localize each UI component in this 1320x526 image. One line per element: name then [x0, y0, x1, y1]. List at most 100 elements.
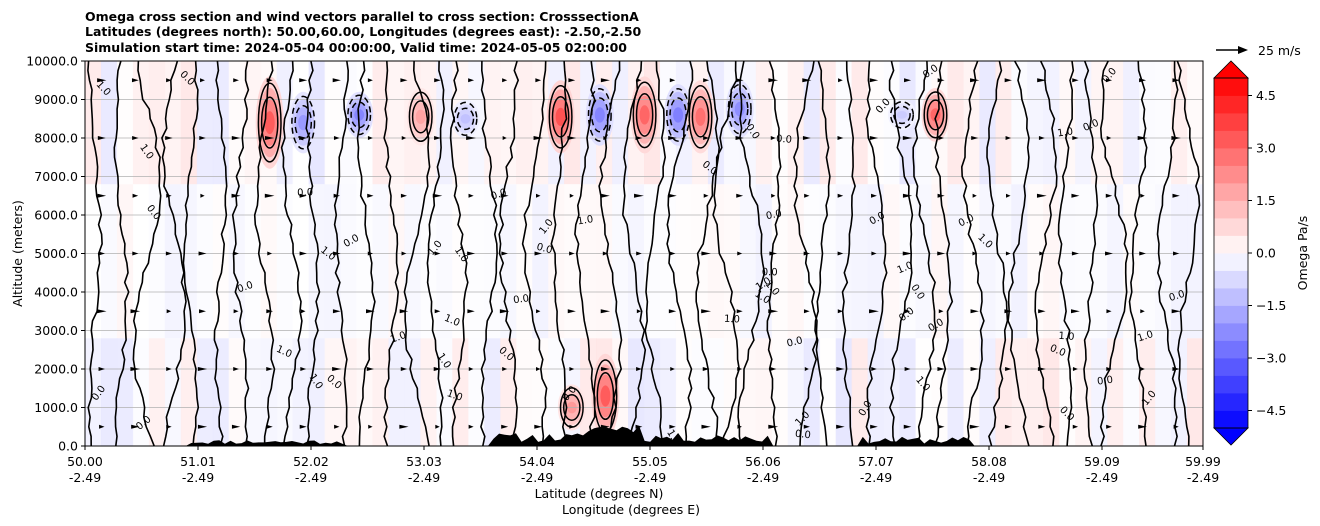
contour-label: 1.0 — [1058, 331, 1075, 343]
omega-band — [244, 61, 262, 185]
wind-vector — [432, 193, 443, 198]
wind-vector — [803, 424, 810, 429]
omega-band — [580, 184, 597, 339]
wind-vector — [770, 367, 777, 371]
contour-line-positive — [257, 82, 282, 163]
colorbar-tick-0: 4.5 — [1248, 88, 1276, 103]
contour-label: 1.0 — [577, 214, 594, 227]
y-tick-label: 4000.0 — [34, 285, 78, 300]
omega-band — [500, 61, 517, 185]
wind-vector — [1173, 424, 1179, 429]
y-tick-label: 1000.0 — [34, 400, 78, 415]
wind-vector — [299, 136, 308, 140]
wind-vector — [902, 251, 913, 256]
wind-vector — [501, 251, 508, 256]
omega-band — [755, 61, 773, 185]
omega-band — [228, 338, 246, 446]
contour-line-zero — [550, 61, 568, 446]
omega-band — [1075, 338, 1092, 446]
colorbar-tick-5: −3.0 — [1248, 351, 1286, 366]
wind-vector — [299, 251, 307, 256]
y-tick-2: 2000.0 — [34, 362, 85, 377]
omega-band — [468, 184, 485, 339]
omega-band — [260, 338, 278, 446]
omega-band — [660, 184, 677, 339]
omega-band — [867, 184, 885, 339]
wind-vector — [333, 136, 340, 140]
wind-vector — [468, 367, 474, 371]
wind-vector — [332, 78, 341, 83]
omega-band — [148, 184, 166, 339]
omega-feature — [555, 107, 566, 126]
contour-label: 1.0 — [389, 330, 408, 346]
colorbar-tick-label: 1.5 — [1256, 193, 1276, 208]
wind-vector — [636, 251, 642, 256]
omega-band — [484, 338, 501, 446]
wind-vector — [904, 78, 912, 83]
wind-vector — [434, 309, 441, 314]
wind-vector — [166, 78, 172, 83]
omega-band — [1043, 184, 1060, 339]
omega-band — [739, 338, 757, 446]
contour-label: 0.0 — [794, 429, 811, 442]
omega-band — [1139, 184, 1156, 339]
wind-vector — [703, 136, 710, 140]
omega-band — [196, 184, 214, 339]
wind-vector — [536, 309, 541, 314]
omega-band — [979, 61, 996, 185]
omega-band — [771, 61, 789, 185]
wind-vector — [434, 78, 441, 83]
wind-vector — [1037, 367, 1046, 371]
wind-vector — [502, 367, 508, 371]
y-axis-label: Altitude (meters) — [10, 200, 25, 307]
wind-vector — [98, 367, 106, 371]
contour-line-zero — [426, 61, 445, 446]
omega-band — [723, 184, 741, 339]
wind-vector — [701, 424, 711, 429]
omega-band — [308, 338, 326, 446]
contour-line-zero — [1176, 61, 1201, 446]
wind-vector — [871, 367, 877, 371]
omega-band — [1123, 338, 1140, 446]
colorbar-segment — [1214, 183, 1248, 201]
omega-band — [116, 61, 134, 185]
wind-vector — [804, 367, 809, 371]
y-tick-8: 8000.0 — [34, 131, 85, 146]
wind-vector — [601, 193, 610, 198]
omega-band — [835, 184, 853, 339]
omega-band — [851, 338, 869, 446]
wind-vector — [166, 193, 172, 198]
wind-vector — [669, 251, 676, 256]
contour-line-negative — [347, 94, 372, 136]
wind-vector — [300, 309, 306, 314]
wind-vector — [1173, 251, 1180, 256]
wind-vector — [1140, 367, 1145, 371]
contour-line-zero — [480, 61, 498, 446]
wind-vector — [267, 251, 273, 256]
contour-line-positive — [562, 394, 581, 421]
contour-line-negative — [456, 107, 475, 131]
wind-vectors — [97, 78, 1181, 429]
omega-band — [931, 184, 949, 339]
wind-vector — [233, 367, 239, 371]
chart-title-line-2: Latitudes (degrees north): 50.00,60.00, … — [85, 24, 642, 39]
omega-band — [851, 61, 869, 185]
colorbar-segment — [1214, 393, 1248, 411]
y-tick-5: 5000.0 — [34, 246, 85, 261]
contour-line-zero — [498, 61, 520, 446]
omega-band — [1139, 61, 1156, 185]
wind-vector — [703, 193, 709, 198]
wind-vector — [568, 78, 576, 83]
wind-vector — [736, 193, 744, 198]
omega-band — [1187, 184, 1203, 339]
x-tick-lat-label: 50.00 — [67, 454, 103, 469]
wind-vector — [737, 424, 742, 429]
wind-vector — [1038, 136, 1045, 140]
wind-vector — [433, 367, 442, 371]
colorbar-ticks: 4.5 3.0 1.5 0.0 −1.5 −3.0 −4.5 — [1248, 88, 1286, 418]
y-tick-6: 6000.0 — [34, 208, 85, 223]
wind-vector — [502, 136, 507, 140]
wind-vector — [1072, 424, 1079, 429]
wind-vector — [703, 78, 710, 83]
y-tick-label: 7000.0 — [34, 169, 78, 184]
